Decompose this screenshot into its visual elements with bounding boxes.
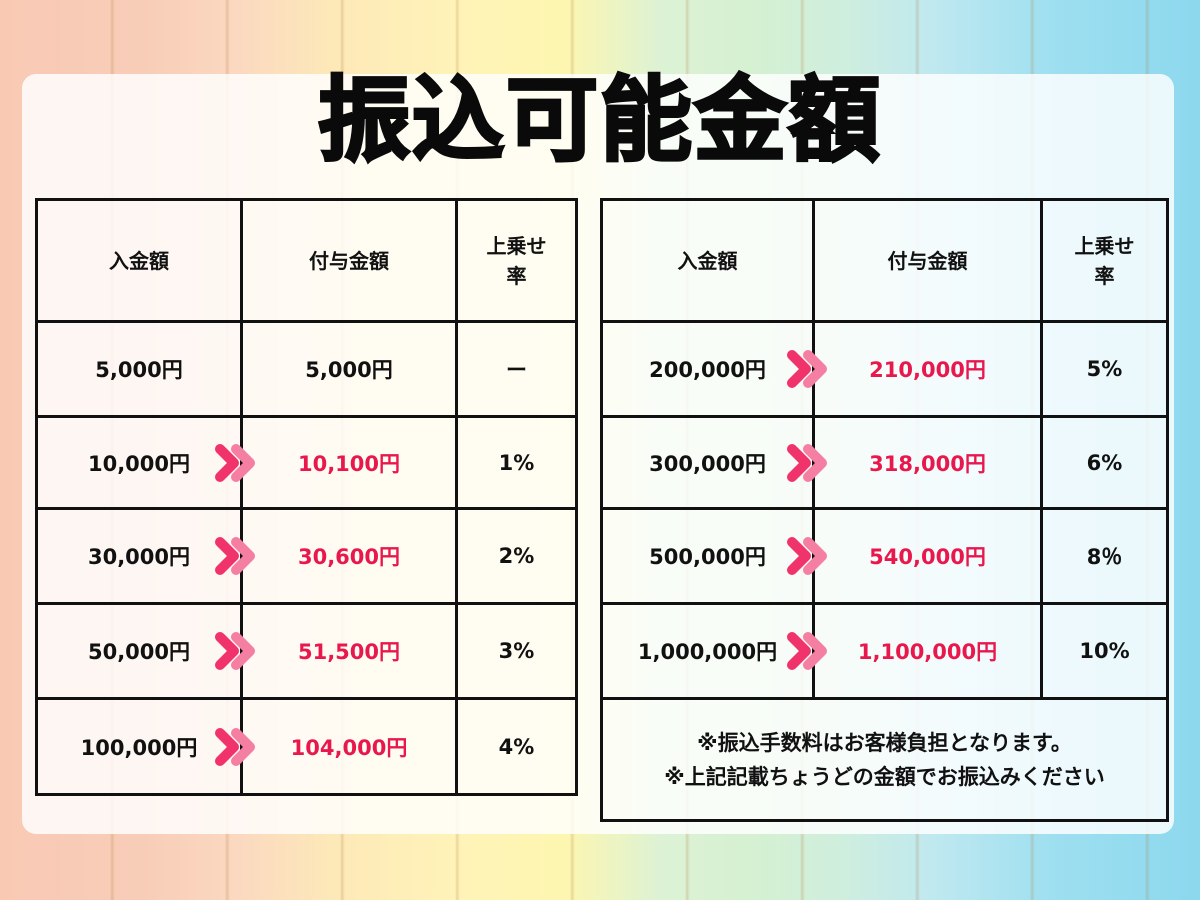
- rate-cell: 3%: [455, 602, 578, 700]
- deposit-cell: 200,000円: [600, 320, 827, 418]
- notes-row: ※振込手数料はお客様負担となります。 ※上記記載ちょうどの金額でお振込みください: [600, 697, 1169, 822]
- table-row: 300,000円 318,000円 6%: [600, 415, 1169, 510]
- double-chevron-right-icon: [215, 537, 255, 575]
- table-row: 200,000円 210,000円 5%: [600, 320, 1169, 418]
- table-row: 5,000円 5,000円 ー: [35, 320, 578, 418]
- table-row: 30,000円 30,600円 2%: [35, 507, 578, 605]
- header-deposit: 入金額: [35, 198, 243, 323]
- double-chevron-right-icon: [787, 632, 827, 670]
- double-chevron-right-icon: [215, 727, 255, 766]
- note-exact-amount: ※上記記載ちょうどの金額でお振込みください: [664, 764, 1105, 789]
- header-bonus-rate: 上乗せ率: [1040, 198, 1169, 323]
- double-chevron-right-icon: [215, 632, 255, 670]
- page-title: 振込可能金額: [316, 66, 882, 176]
- rate-table-right: 入金額 付与金額 上乗せ率 200,000円 210,000円 5% 300,0…: [600, 198, 1169, 822]
- rate-cell: 2%: [455, 507, 578, 605]
- granted-cell: 104,000円: [240, 697, 458, 796]
- header-bonus-rate: 上乗せ率: [455, 198, 578, 323]
- table-header-row: 入金額 付与金額 上乗せ率: [600, 198, 1169, 323]
- table-row: 500,000円 540,000円 8％: [600, 507, 1169, 605]
- double-chevron-right-icon: [787, 537, 827, 575]
- double-chevron-right-icon: [215, 443, 255, 482]
- deposit-cell: 30,000円: [35, 507, 255, 605]
- rate-cell: 6%: [1040, 415, 1169, 510]
- rate-cell: 1%: [455, 415, 578, 510]
- notes-cell: ※振込手数料はお客様負担となります。 ※上記記載ちょうどの金額でお振込みください: [600, 697, 1169, 822]
- header-granted: 付与金額: [240, 198, 458, 323]
- granted-cell: 51,500円: [240, 602, 458, 700]
- rate-cell: 10%: [1040, 602, 1169, 700]
- deposit-cell: 10,000円: [35, 415, 255, 510]
- deposit-cell: 100,000円: [35, 697, 255, 796]
- granted-cell: 318,000円: [812, 415, 1043, 510]
- deposit-cell: 500,000円: [600, 507, 827, 605]
- deposit-cell: 50,000円: [35, 602, 255, 700]
- table-header-row: 入金額 付与金額 上乗せ率: [35, 198, 578, 323]
- deposit-cell: 300,000円: [600, 415, 827, 510]
- table-row: 1,000,000円 1,100,000円 10%: [600, 602, 1169, 700]
- double-chevron-right-icon: [787, 350, 827, 388]
- granted-cell: 5,000円: [240, 320, 458, 418]
- rate-cell: 8％: [1040, 507, 1169, 605]
- granted-cell: 1,100,000円: [812, 602, 1043, 700]
- note-fee: ※振込手数料はお客様負担となります。: [697, 730, 1072, 755]
- deposit-cell: 5,000円: [35, 320, 243, 418]
- header-deposit: 入金額: [600, 198, 815, 323]
- rate-cell: 5%: [1040, 320, 1169, 418]
- granted-cell: 210,000円: [812, 320, 1043, 418]
- granted-cell: 540,000円: [812, 507, 1043, 605]
- rate-cell: ー: [455, 320, 578, 418]
- deposit-cell: 1,000,000円: [600, 602, 827, 700]
- table-row: 100,000円 104,000円 4%: [35, 697, 578, 796]
- double-chevron-right-icon: [787, 443, 827, 482]
- table-row: 50,000円 51,500円 3%: [35, 602, 578, 700]
- rate-cell: 4%: [455, 697, 578, 796]
- table-row: 10,000円 10,100円 1%: [35, 415, 578, 510]
- granted-cell: 10,100円: [240, 415, 458, 510]
- granted-cell: 30,600円: [240, 507, 458, 605]
- header-granted: 付与金額: [812, 198, 1043, 323]
- rate-table-left: 入金額 付与金額 上乗せ率 5,000円 5,000円 ー 10,000円 10…: [35, 198, 578, 796]
